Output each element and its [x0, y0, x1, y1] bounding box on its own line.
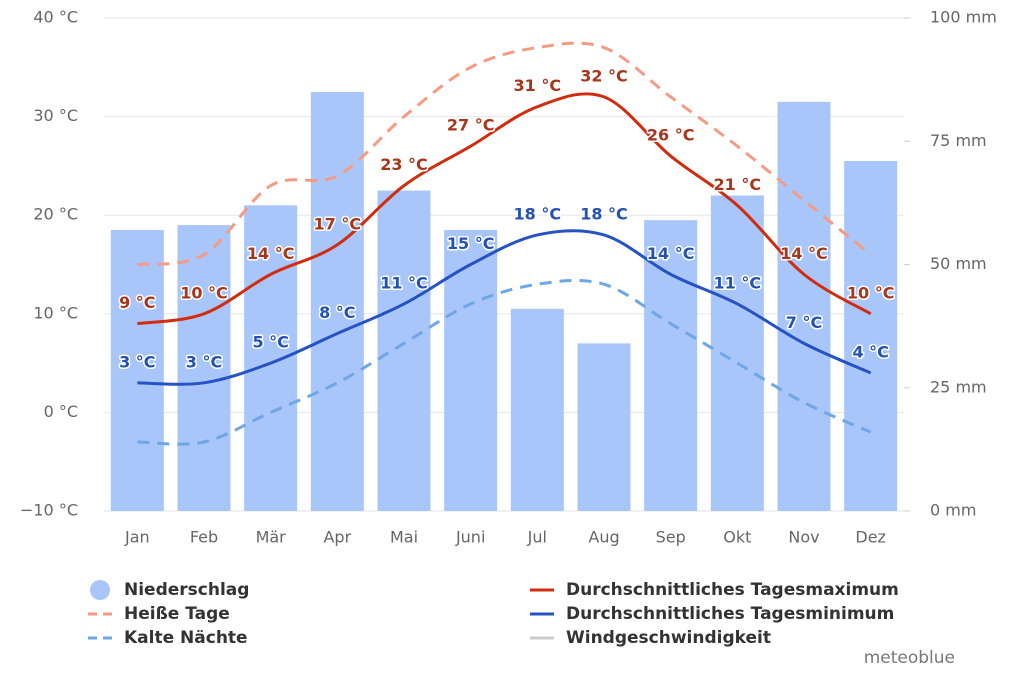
precipitation-bar: [510, 308, 564, 511]
data-label: 18 °C: [580, 204, 628, 223]
data-label: 3 °C: [186, 352, 222, 371]
y-tick-label: −10 °C: [20, 501, 78, 520]
data-label: 11 °C: [380, 273, 428, 292]
y2-tick-label: 100 mm: [930, 8, 997, 27]
x-tick-label: Jul: [527, 528, 547, 547]
precipitation-bar: [777, 101, 831, 511]
x-tick-label: Juni: [455, 528, 485, 547]
precipitation-bar: [177, 225, 231, 511]
legend-label[interactable]: Durchschnittliches Tagesmaximum: [566, 580, 899, 600]
y2-tick-label: 25 mm: [930, 377, 987, 396]
data-label: 4 °C: [852, 342, 888, 361]
x-tick-label: Sep: [656, 528, 686, 547]
legend-label[interactable]: Windgeschwindigkeit: [566, 628, 771, 648]
x-tick-label: Mai: [390, 528, 418, 547]
legend-symbol: [90, 580, 110, 600]
dashed-line: [137, 278, 872, 446]
x-tick-label: Feb: [190, 528, 218, 547]
data-label: 18 °C: [514, 204, 562, 223]
data-label: 5 °C: [252, 333, 288, 352]
y-tick-label: 30 °C: [33, 106, 78, 125]
precipitation-bar: [444, 229, 498, 512]
y-tick-label: 20 °C: [33, 205, 78, 224]
precipitation-bar: [310, 91, 364, 511]
precipitation-bar: [377, 190, 431, 512]
legend-label[interactable]: Durchschnittliches Tagesminimum: [566, 604, 894, 624]
precipitation-bar: [110, 229, 164, 512]
credit: meteoblue: [864, 648, 955, 668]
grid: [104, 17, 904, 512]
data-label: 10 °C: [847, 283, 895, 302]
data-label: 10 °C: [180, 283, 228, 302]
precipitation-bar: [644, 220, 698, 511]
x-tick-label: Aug: [588, 528, 619, 547]
x-tick-label: Mär: [256, 528, 287, 547]
data-label: 27 °C: [447, 116, 495, 135]
legend-label[interactable]: Kalte Nächte: [124, 628, 248, 648]
data-label: 9 °C: [119, 293, 155, 312]
data-label: 7 °C: [786, 313, 822, 332]
data-label: 23 °C: [380, 155, 428, 174]
y-tick-label: 40 °C: [33, 8, 78, 27]
y2-tick-label: 75 mm: [930, 131, 987, 150]
data-label: 8 °C: [319, 303, 355, 322]
y-tick-label: 10 °C: [33, 303, 78, 322]
y-tick-label: 0 °C: [44, 402, 78, 421]
data-label: 14 °C: [780, 244, 828, 263]
line: [137, 229, 872, 386]
data-label: 21 °C: [714, 175, 762, 194]
precipitation-bar: [577, 343, 631, 511]
legend-label[interactable]: Niederschlag: [124, 580, 249, 600]
precipitation-bar: [844, 160, 898, 511]
legend-label[interactable]: Heiße Tage: [124, 604, 230, 624]
y2-tick-label: 50 mm: [930, 254, 987, 273]
data-label: 26 °C: [647, 126, 695, 145]
data-label: 3 °C: [119, 352, 155, 371]
y2-tick-label: 0 mm: [930, 501, 976, 520]
x-tick-label: Nov: [788, 528, 819, 547]
x-tick-label: Dez: [855, 528, 886, 547]
data-label: 31 °C: [514, 76, 562, 95]
x-tick-label: Okt: [723, 528, 751, 547]
dashed-line: [137, 41, 872, 266]
precipitation-bar: [244, 205, 298, 511]
data-label: 11 °C: [714, 273, 762, 292]
precipitation-bar: [710, 195, 764, 512]
data-label: 32 °C: [580, 66, 628, 85]
x-tick-label: Jan: [124, 528, 150, 547]
data-label: 17 °C: [314, 214, 362, 233]
line: [137, 92, 872, 326]
x-tick-label: Apr: [323, 528, 351, 547]
data-label: 15 °C: [447, 234, 495, 253]
data-label: 14 °C: [647, 244, 695, 263]
data-label: 14 °C: [247, 244, 295, 263]
